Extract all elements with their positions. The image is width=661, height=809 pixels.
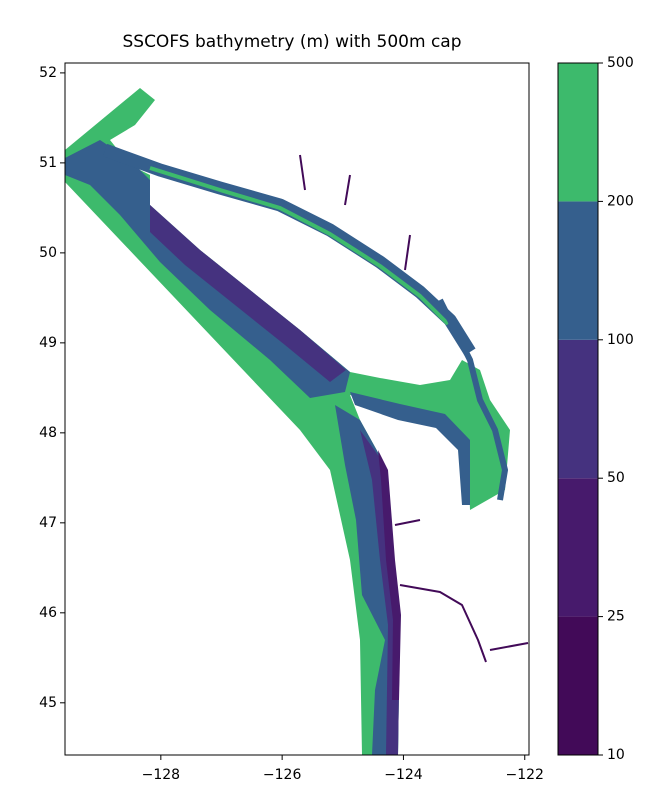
colorbar-frame: [557, 62, 599, 756]
channel: [299, 154, 421, 526]
x-tick-label: −126: [263, 767, 302, 783]
x-tick-label: −124: [384, 767, 423, 783]
y-tick-label: 45: [39, 695, 57, 711]
axes-frame: [64, 62, 530, 756]
depth-region: [350, 392, 470, 505]
depth-region: [360, 430, 400, 755]
depth-region: [378, 450, 401, 700]
y-tick-label: 46: [39, 605, 57, 621]
x-tick-label: −128: [142, 767, 180, 783]
chart-title: SSCOFS bathymetry (m) with 500m cap: [122, 32, 461, 52]
colorbar-band: [558, 339, 598, 479]
y-tick-label: 50: [39, 245, 57, 261]
colorbar: 10 25 50 100 200 500: [557, 55, 634, 763]
map-area: [65, 88, 529, 755]
colorbar-tick-label: 25: [607, 609, 625, 625]
channel: [399, 584, 529, 663]
y-tick-label: 52: [39, 65, 57, 81]
colorbar-tick-label: 200: [607, 193, 634, 209]
colorbar-band: [558, 201, 598, 340]
y-tick-label: 49: [39, 335, 57, 351]
colorbar-band: [558, 616, 598, 755]
colorbar-band: [558, 63, 598, 202]
colorbar-tick-label: 500: [607, 55, 634, 71]
channel: [437, 298, 508, 501]
colorbar-tick-label: 50: [607, 470, 625, 486]
y-tick-label: 48: [39, 425, 57, 441]
y-tick-label: 51: [39, 155, 57, 171]
y-tick-label: 47: [39, 515, 57, 531]
colorbar-tick-label: 100: [607, 332, 634, 348]
colorbar-band: [558, 478, 598, 617]
channel: [149, 166, 450, 326]
x-tick-label: −122: [506, 767, 544, 783]
colorbar-tick-label: 10: [607, 747, 625, 763]
depth-region: [150, 205, 346, 382]
